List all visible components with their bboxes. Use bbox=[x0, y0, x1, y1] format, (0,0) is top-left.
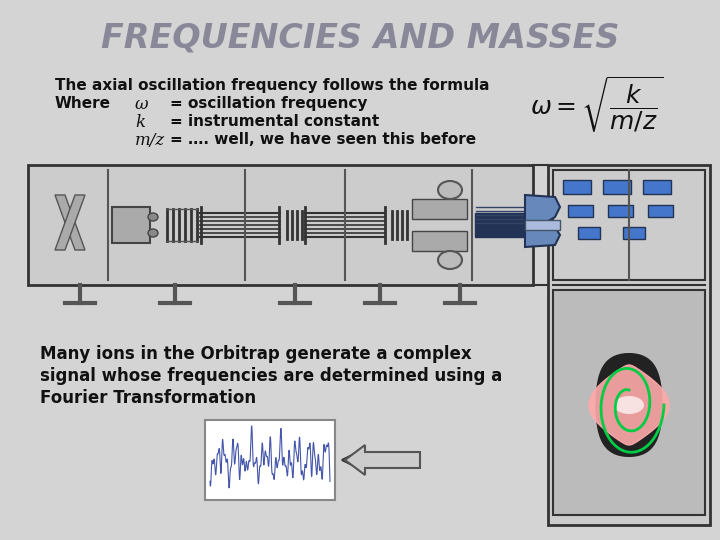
Text: FREQUENCIES AND MASSES: FREQUENCIES AND MASSES bbox=[101, 22, 619, 55]
Bar bbox=[568, 205, 593, 217]
Bar bbox=[648, 205, 673, 217]
Bar bbox=[608, 205, 633, 217]
Ellipse shape bbox=[438, 181, 462, 199]
Text: $\omega = \sqrt{\dfrac{k}{m/z}}$: $\omega = \sqrt{\dfrac{k}{m/z}}$ bbox=[530, 75, 664, 136]
Bar bbox=[412, 231, 467, 251]
Polygon shape bbox=[55, 195, 85, 250]
Text: signal whose frequencies are determined using a: signal whose frequencies are determined … bbox=[40, 367, 503, 385]
Text: m/z: m/z bbox=[135, 132, 165, 149]
Text: Many ions in the Orbitrap generate a complex: Many ions in the Orbitrap generate a com… bbox=[40, 345, 472, 363]
Bar bbox=[475, 213, 525, 237]
Text: ω: ω bbox=[135, 96, 148, 113]
Polygon shape bbox=[525, 195, 560, 247]
Ellipse shape bbox=[438, 251, 462, 269]
Ellipse shape bbox=[148, 229, 158, 237]
Bar bbox=[548, 165, 710, 525]
Bar bbox=[553, 290, 705, 515]
Text: = instrumental constant: = instrumental constant bbox=[170, 114, 379, 129]
Bar bbox=[412, 199, 467, 219]
Bar bbox=[563, 180, 591, 194]
Bar bbox=[28, 165, 533, 285]
Bar bbox=[205, 420, 335, 500]
Text: Fourier Transformation: Fourier Transformation bbox=[40, 389, 256, 407]
Ellipse shape bbox=[614, 396, 644, 414]
FancyArrow shape bbox=[345, 445, 420, 475]
Bar bbox=[603, 180, 631, 194]
Polygon shape bbox=[55, 195, 85, 250]
Bar bbox=[643, 180, 671, 194]
Text: Where: Where bbox=[55, 96, 111, 111]
Bar bbox=[623, 227, 645, 239]
Polygon shape bbox=[596, 354, 662, 456]
Bar bbox=[578, 227, 600, 239]
Ellipse shape bbox=[148, 213, 158, 221]
Bar bbox=[112, 207, 150, 243]
Polygon shape bbox=[589, 365, 669, 445]
Text: k: k bbox=[135, 114, 145, 131]
Text: = oscillation frequency: = oscillation frequency bbox=[170, 96, 367, 111]
Bar bbox=[525, 220, 560, 230]
Text: The axial oscillation frequency follows the formula: The axial oscillation frequency follows … bbox=[55, 78, 490, 93]
Bar bbox=[553, 170, 705, 280]
Text: = …. well, we have seen this before: = …. well, we have seen this before bbox=[170, 132, 476, 147]
